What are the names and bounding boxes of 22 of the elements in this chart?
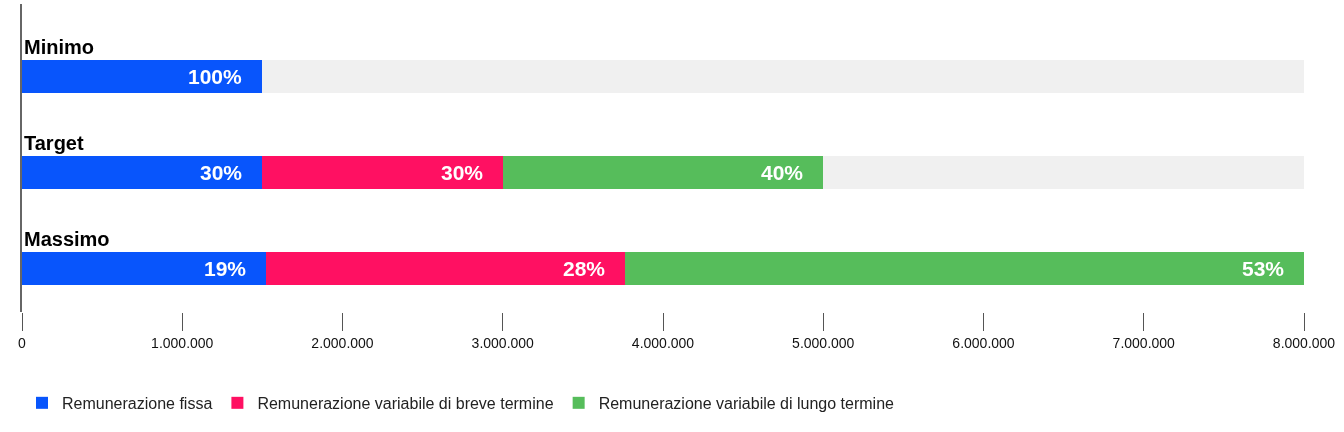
x-tick-label: 1.000.000 bbox=[151, 334, 214, 351]
x-tick-label: 2.000.000 bbox=[311, 334, 374, 351]
legend-label: Remunerazione variabile di breve termine bbox=[257, 395, 554, 413]
annotation: 30% bbox=[441, 161, 484, 184]
x-tick-label: 5.000.000 bbox=[792, 334, 855, 351]
x-tick-label: 6.000.000 bbox=[952, 334, 1015, 351]
x-tick-label: 3.000.000 bbox=[471, 334, 535, 351]
y-tick-label: Massimo bbox=[24, 228, 110, 250]
annotation: 30% bbox=[200, 161, 243, 184]
annotation: 19% bbox=[204, 257, 247, 280]
legend-label: Remunerazione fissa bbox=[62, 395, 213, 413]
x-tick-label: 7.000.000 bbox=[1112, 334, 1176, 351]
annotation: 40% bbox=[761, 161, 804, 184]
annotation: 100% bbox=[188, 65, 243, 88]
legend-label: Remunerazione variabile di lungo termine bbox=[598, 395, 895, 413]
x-tick-label: 8.000.000 bbox=[1272, 334, 1336, 351]
annotation: 53% bbox=[1242, 257, 1285, 280]
annotation: 28% bbox=[563, 257, 606, 280]
y-tick-label: Minimo bbox=[24, 36, 94, 58]
x-tick-label: 0 bbox=[18, 334, 27, 351]
x-tick-label: 4.000.000 bbox=[631, 334, 695, 351]
y-tick-label: Target bbox=[24, 132, 84, 154]
